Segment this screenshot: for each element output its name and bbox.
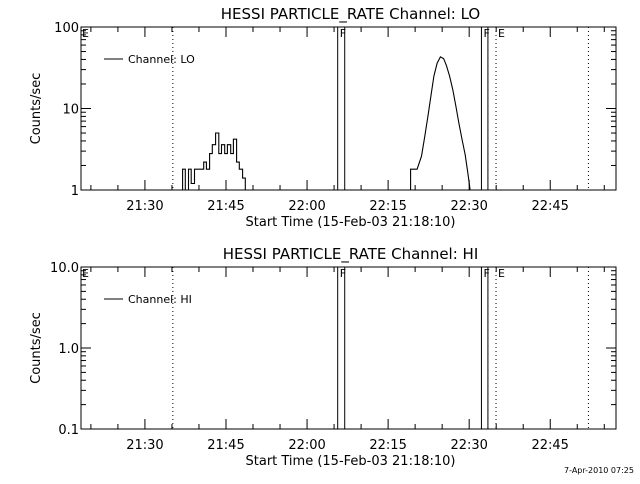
x-tick-label: 22:45 (531, 438, 568, 453)
x-axis-label: Start Time (15-Feb-03 21:18:10) (246, 454, 456, 469)
x-tick-label: 21:30 (126, 438, 163, 453)
time-marker-label: F (483, 27, 489, 40)
x-tick-label: 21:45 (207, 199, 244, 214)
time-marker-label: F (340, 27, 346, 40)
plot-frame (80, 266, 617, 430)
time-marker-label: F (483, 267, 489, 280)
chart-title: HESSI PARTICLE_RATE Channel: HI (223, 245, 479, 264)
x-tick-label: 22:15 (369, 438, 406, 453)
x-tick-label: 22:30 (450, 438, 487, 453)
y-tick-label: 1 (71, 184, 79, 199)
time-marker-label: E (82, 27, 89, 40)
x-tick-label: 21:45 (207, 438, 244, 453)
x-tick-label: 22:30 (450, 199, 487, 214)
y-axis-label: Counts/sec (29, 73, 44, 145)
time-marker-label: F (340, 267, 346, 280)
y-tick-label: 100 (54, 21, 79, 36)
legend-label: Channel: LO (128, 53, 195, 66)
series-line (410, 56, 471, 191)
y-tick-label: 10.0 (50, 261, 79, 276)
x-tick-label: 22:45 (531, 199, 568, 214)
series-line (182, 132, 246, 191)
time-marker-label: E (498, 267, 505, 280)
plot-frame (80, 26, 617, 191)
x-tick-label: 22:00 (288, 438, 325, 453)
x-tick-label: 21:30 (126, 199, 163, 214)
y-tick-label: 1.0 (58, 342, 79, 357)
footer-timestamp: 7-Apr-2010 07:25 (564, 466, 634, 475)
time-marker-label: E (498, 27, 505, 40)
chart-panel-1: HESSI PARTICLE_RATE Channel: LO 1 10 100 Cou… (29, 5, 617, 230)
chart-panel-2: HESSI PARTICLE_RATE Channel: HI 0.1 1.0 10.… (29, 245, 617, 469)
y-tick-label: 0.1 (58, 423, 79, 438)
y-tick-label: 10 (62, 103, 79, 118)
x-tick-label: 22:00 (288, 199, 325, 214)
y-axis-label: Counts/sec (29, 312, 44, 384)
chart-title: HESSI PARTICLE_RATE Channel: LO (221, 5, 480, 24)
x-axis-label: Start Time (15-Feb-03 21:18:10) (246, 215, 456, 230)
time-marker-label: E (82, 267, 89, 280)
legend-label: Channel: HI (128, 293, 192, 306)
x-tick-label: 22:15 (369, 199, 406, 214)
